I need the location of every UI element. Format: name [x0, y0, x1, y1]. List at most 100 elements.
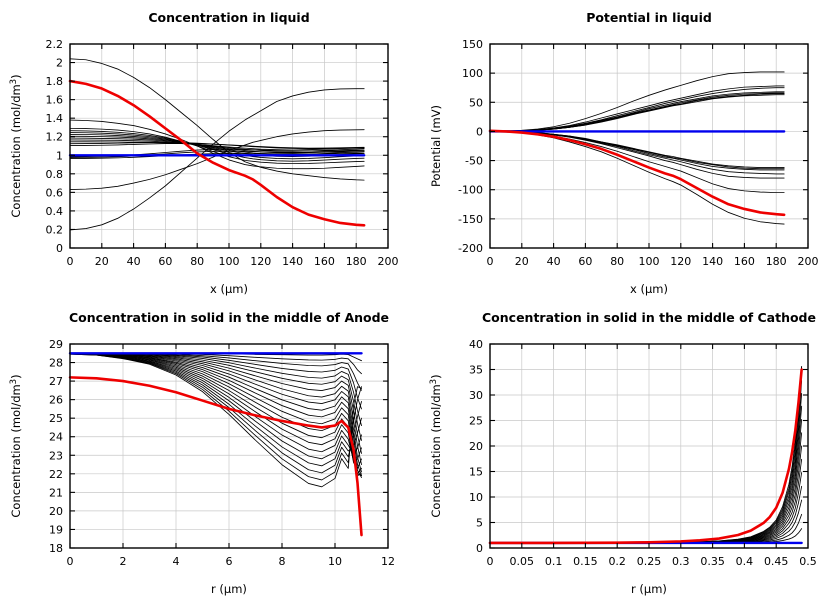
- curve-step-09: [69, 352, 362, 465]
- x-tick-label: 20: [95, 255, 109, 268]
- y-tick-label: 30: [469, 389, 483, 402]
- chart-title: Concentration in solid in the middle of …: [69, 310, 389, 325]
- curve-step-09: [489, 432, 803, 544]
- x-tick-label: 200: [378, 255, 399, 268]
- data-curves: [68, 58, 366, 231]
- curve-step-13: [69, 353, 362, 477]
- curve-step-upper-outer: [489, 71, 785, 132]
- x-tick-label: 140: [702, 255, 723, 268]
- data-curves: [488, 71, 786, 225]
- grid-lines: [70, 44, 388, 248]
- x-tick-label: 120: [670, 255, 691, 268]
- chart-title: Potential in liquid: [586, 10, 712, 25]
- y-tick-label: 25: [49, 412, 63, 425]
- curve-step-13: [69, 150, 365, 159]
- subplot-concentration-in-liquid: Concentration in liquid 0 0.2 0.4 0.6 0.8 1 1.2…: [0, 0, 420, 300]
- y-tick-label: 24: [49, 431, 63, 444]
- x-tick-label: 0.25: [637, 555, 662, 568]
- y-axis-label: Concentration (mol/dm3): [9, 374, 23, 517]
- curve-final-state: [68, 376, 363, 537]
- y-tick-label: 15: [469, 466, 483, 479]
- x-tick-label: 0: [487, 555, 494, 568]
- curve-step-13: [489, 380, 803, 544]
- curve-step-lower-03: [489, 131, 785, 179]
- y-tick-label: 5: [476, 517, 483, 530]
- y-tick-label: 25: [469, 415, 483, 428]
- axis-ticks: 0 5 10 15 20 25 30 35 40 0 0.05 0.1 0.15 0.2 0.25 0.3 0.…: [469, 338, 817, 568]
- x-tick-label: 0.05: [510, 555, 535, 568]
- y-tick-label: 100: [462, 67, 483, 80]
- chart-potential-in-liquid: Potential in liquid -200 -150 -100 -50 0 50 100…: [429, 10, 819, 296]
- y-tick-label: 28: [49, 357, 63, 370]
- x-axis-label: r (µm): [631, 582, 667, 596]
- curve-step-22: [69, 353, 362, 488]
- subplot-concentration-in-solid-cathode: Concentration in solid in the middle of …: [420, 300, 840, 600]
- y-tick-label: 1.6: [46, 94, 64, 107]
- chart-title: Concentration in solid in the middle of …: [482, 310, 816, 325]
- x-tick-label: 0: [487, 255, 494, 268]
- y-tick-label: 23: [49, 449, 63, 462]
- data-curves: [488, 366, 803, 545]
- x-tick-label: 80: [190, 255, 204, 268]
- axis-ticks: 0 0.2 0.4 0.6 0.8 1 1.2 1.4 1.6 1.8 2 2.2 0 20 40 60 80 1…: [46, 38, 399, 268]
- curve-step-outer-low: [69, 88, 365, 231]
- grid-lines: [490, 44, 808, 248]
- y-tick-label: 150: [462, 38, 483, 51]
- y-axis-label: Concentration (mol/dm3): [429, 374, 443, 517]
- chart-title: Concentration in liquid: [148, 10, 309, 25]
- x-tick-label: 180: [766, 255, 787, 268]
- y-tick-label: -200: [458, 242, 483, 255]
- y-tick-label: 50: [469, 96, 483, 109]
- x-tick-label: 2: [120, 555, 127, 568]
- chart-concentration-in-solid-anode: Concentration in solid in the middle of …: [9, 310, 395, 596]
- x-tick-label: 8: [279, 555, 286, 568]
- curve-step-15: [69, 142, 365, 150]
- x-tick-label: 0.4: [736, 555, 754, 568]
- x-tick-label: 20: [515, 255, 529, 268]
- y-tick-label: 1: [56, 149, 63, 162]
- curve-step-15: [489, 366, 803, 544]
- x-tick-label: 40: [127, 255, 141, 268]
- y-tick-label: 18: [49, 542, 63, 555]
- y-tick-label: 22: [49, 468, 63, 481]
- curve-final-state: [68, 79, 366, 227]
- x-tick-label: 0: [67, 555, 74, 568]
- x-axis-label: r (µm): [211, 582, 247, 596]
- subplot-potential-in-liquid: Potential in liquid -200 -150 -100 -50 0 50 100…: [420, 0, 840, 300]
- y-axis-label: Concentration (mol/dm3): [9, 74, 23, 217]
- curve-step-08: [69, 352, 362, 454]
- x-tick-label: 0.2: [608, 555, 626, 568]
- grid-lines: [490, 344, 808, 548]
- chart-concentration-in-liquid: Concentration in liquid 0 0.2 0.4 0.6 0.8 1 1.2…: [9, 10, 399, 296]
- curve-step-21: [69, 353, 362, 481]
- x-tick-label: 100: [219, 255, 240, 268]
- y-tick-label: 1.4: [46, 112, 64, 125]
- y-tick-label: 10: [469, 491, 483, 504]
- y-tick-label: 0.6: [46, 186, 64, 199]
- y-tick-label: 1.2: [46, 131, 64, 144]
- x-tick-label: 40: [547, 255, 561, 268]
- x-tick-label: 80: [610, 255, 624, 268]
- y-tick-label: 2.2: [46, 38, 64, 51]
- y-tick-label: 26: [49, 394, 63, 407]
- curve-step-12: [489, 393, 803, 544]
- x-tick-label: 0.1: [545, 555, 563, 568]
- x-tick-label: 120: [250, 255, 271, 268]
- y-tick-label: -100: [458, 184, 483, 197]
- y-tick-label: -50: [465, 155, 483, 168]
- y-tick-label: 35: [469, 364, 483, 377]
- curve-step-10: [69, 352, 362, 473]
- curve-step-11: [69, 353, 362, 477]
- x-tick-label: 60: [158, 255, 172, 268]
- x-tick-label: 0.5: [799, 555, 817, 568]
- curve-step-05: [489, 485, 803, 544]
- y-tick-label: 20: [49, 505, 63, 518]
- chart-concentration-in-solid-cathode: Concentration in solid in the middle of …: [429, 310, 817, 596]
- x-tick-label: 6: [226, 555, 233, 568]
- x-axis-label: x (µm): [630, 282, 668, 296]
- curve-step-lower-07: [489, 131, 785, 168]
- curve-step-upper-02: [489, 85, 785, 132]
- axis-ticks: -200 -150 -100 -50 0 50 100 150 0 20 40 60 80 100 120 1…: [458, 38, 818, 268]
- curve-step-upper-07: [489, 94, 785, 132]
